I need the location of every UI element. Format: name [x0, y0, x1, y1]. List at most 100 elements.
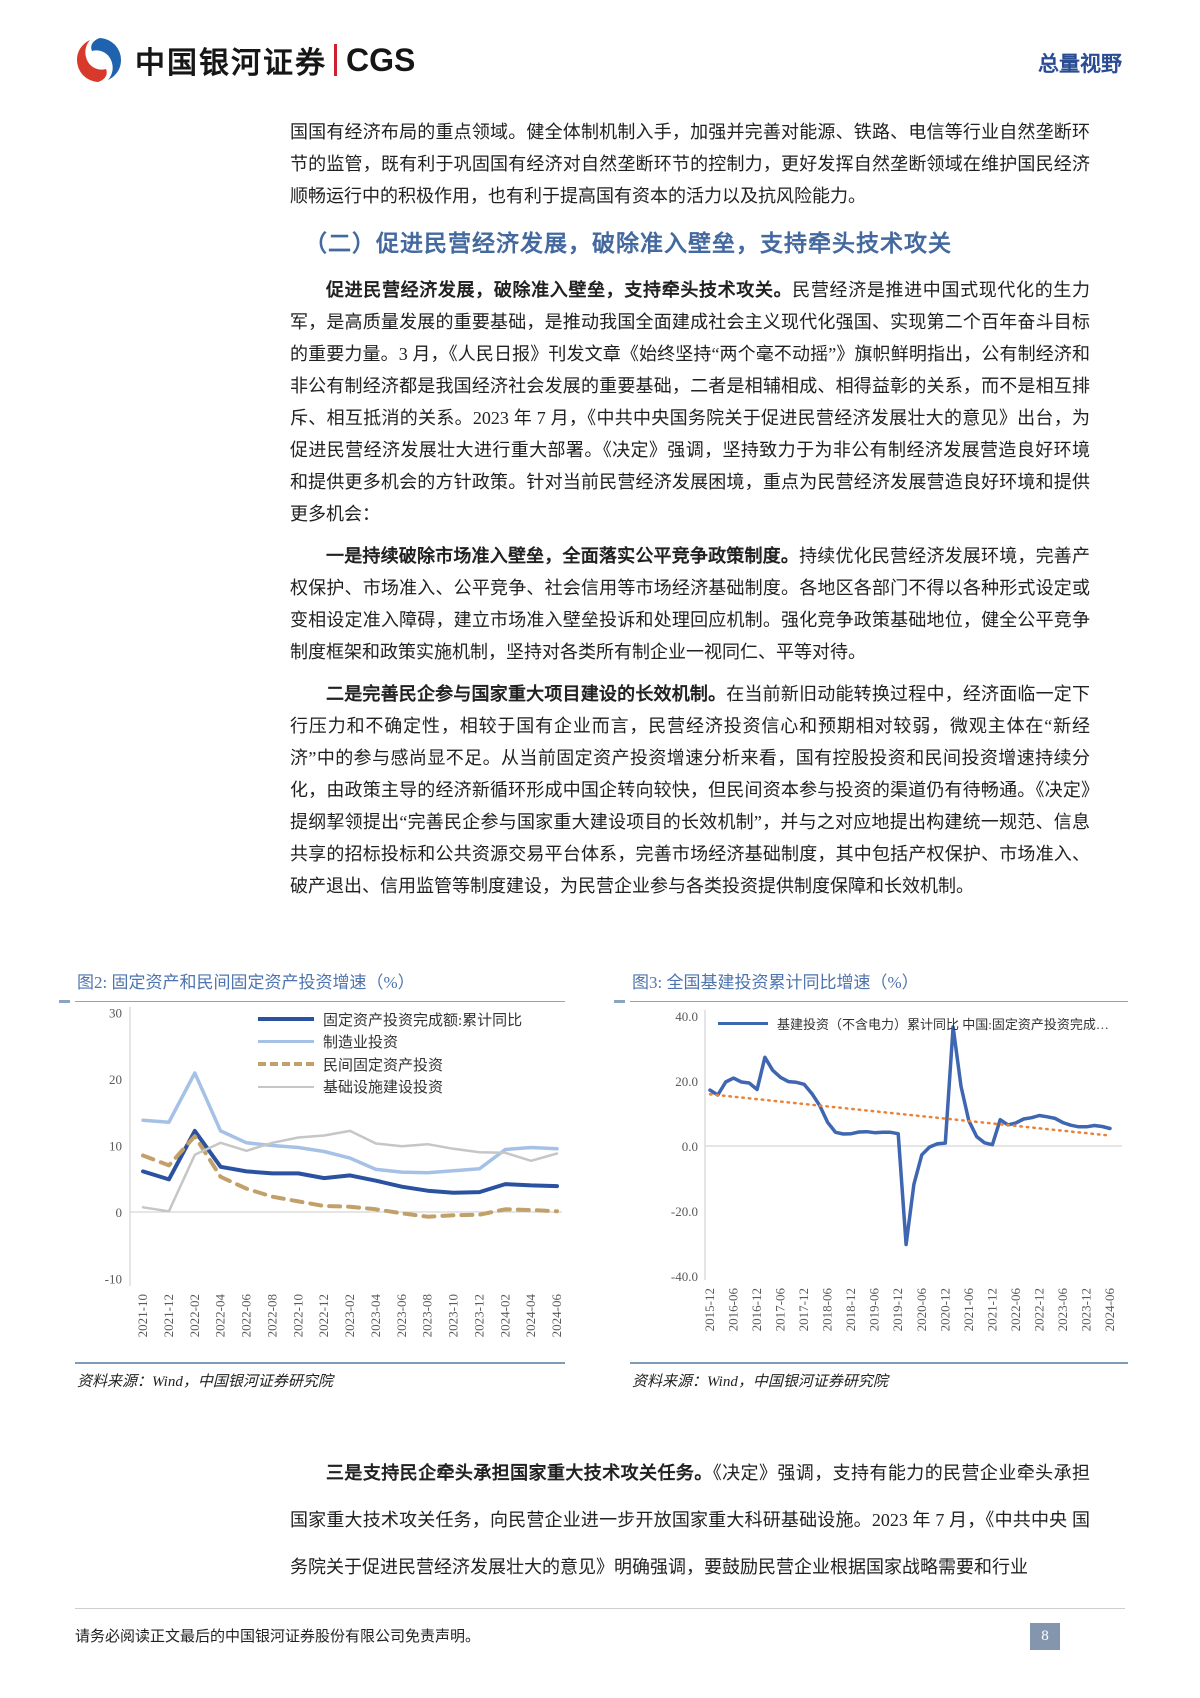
figure-2-title: 图2: 固定资产和民间固定资产投资增速（%） [77, 973, 415, 992]
legend-item: 制造业投资 [258, 1031, 522, 1054]
paragraph-lead: 一是持续破除市场准入壁垒，全面落实公平竞争政策制度。 [326, 546, 800, 566]
y-axis-tick-label: 10 [109, 1139, 122, 1154]
title-rule-stub [59, 1000, 70, 1003]
brand: 中国银河证券 CGS [75, 36, 415, 84]
x-axis-tick-label: 2024-02 [497, 1294, 512, 1337]
y-axis-tick-label: 20.0 [675, 1074, 698, 1089]
chart-series-line [708, 1093, 1112, 1137]
chart-series-line [708, 1025, 1112, 1247]
paragraph-text: 持续优化民营经济发展环境，完善产权保护、市场准入、公平竞争、社会信用等市场经济基… [290, 546, 1091, 662]
paragraph-text: 《决定》强调，支持有能力的民营企业牵头承担国家重大技术攻关任务，向民营企业进一步… [290, 1463, 1091, 1577]
legend-swatch [258, 1040, 314, 1044]
brand-name-cn: 中国银河证券 [135, 47, 327, 80]
galaxy-logo-icon [76, 38, 122, 82]
x-axis-tick-label: 2024-06 [549, 1294, 564, 1338]
legend-label: 基建投资（不含电力）累计同比 中国:固定资产投资完成… [777, 1016, 1109, 1032]
x-axis-tick-label: 2021-10 [135, 1294, 150, 1337]
x-axis-tick-label: 2017-12 [796, 1288, 811, 1331]
paragraph-text: 民营经济是推进中国式现代化的生力军，是高质量发展的重要基础，是推动我国全面建成社… [290, 280, 1090, 524]
report-topic-label: 总量视野 [1038, 52, 1122, 76]
x-axis-tick-label: 2023-06 [1055, 1288, 1070, 1332]
x-axis-tick-label: 2018-12 [843, 1288, 858, 1331]
closing-text: 三是支持民企牵头承担国家重大技术攻关任务。《决定》强调，支持有能力的民营企业牵头… [290, 1450, 1090, 1591]
y-axis-tick-label: 30 [109, 1006, 122, 1021]
x-axis-tick-label: 2024-04 [523, 1294, 538, 1338]
legend-swatch [718, 1021, 768, 1025]
paragraph-lead: 二是完善民企参与国家重大项目建设的长效机制。 [326, 684, 727, 704]
body-text: 国国有经济布局的重点领域。健全体制机制入手，加强并完善对能源、铁路、电信等行业自… [290, 116, 1090, 912]
x-axis-tick-label: 2016-12 [749, 1288, 764, 1331]
figure-2: 图2: 固定资产和民间固定资产投资增速（%） 30 20 10 0 -10 2021-10… [59, 966, 565, 1391]
x-axis-tick-label: 2019-06 [867, 1288, 882, 1332]
x-axis-tick-label: 2022-06 [239, 1294, 254, 1338]
source-note: 资料来源：Wind，中国银河证券研究院 [77, 1374, 333, 1390]
figure-3-legend: 基建投资（不含电力）累计同比 中国:固定资产投资完成… [718, 1012, 1109, 1035]
paragraph-lead: 三是支持民企牵头承担国家重大技术攻关任务。 [326, 1463, 713, 1483]
disclaimer-text: 请务必阅读正文最后的中国银河证券股份有限公司免责声明。 [75, 1629, 481, 1645]
figure-3-source-row: 资料来源：Wind，中国银河证券研究院 [630, 1362, 1128, 1391]
figure-3-title: 图3: 全国基建投资累计同比增速（%） [632, 973, 919, 992]
chart-series-line [141, 1071, 559, 1175]
title-rule-stub [614, 1000, 625, 1003]
legend-item: 基建投资（不含电力）累计同比 中国:固定资产投资完成… [718, 1012, 1109, 1035]
x-axis-tick-label: 2023-10 [446, 1294, 461, 1337]
legend-label: 制造业投资 [323, 1035, 399, 1052]
x-axis-tick-label: 2023-12 [471, 1294, 486, 1337]
y-axis-tick-label: 0.0 [682, 1139, 698, 1154]
figure-2-title-row: 图2: 固定资产和民间固定资产投资增速（%） [59, 966, 565, 1003]
paragraph-continued: 国国有经济布局的重点领域。健全体制机制入手，加强并完善对能源、铁路、电信等行业自… [290, 122, 1090, 206]
section-heading: （二）促进民营经济发展，破除准入壁垒，支持牵头技术攻关 [304, 231, 952, 256]
paragraph: 三是支持民企牵头承担国家重大技术攻关任务。《决定》强调，支持有能力的民营企业牵头… [290, 1450, 1090, 1591]
brand-name-en: CGS [346, 41, 416, 78]
x-axis-tick-label: 2023-04 [368, 1294, 383, 1338]
x-axis-tick-label: 2016-06 [726, 1288, 741, 1332]
brand-divider [334, 44, 337, 76]
paragraph: 一是持续破除市场准入壁垒，全面落实公平竞争政策制度。持续优化民营经济发展环境，完… [290, 540, 1090, 668]
y-axis-tick-label: 40.0 [675, 1009, 698, 1024]
source-note: 资料来源：Wind，中国银河证券研究院 [632, 1374, 888, 1390]
legend-item: 固定资产投资完成额:累计同比 [258, 1008, 522, 1031]
x-axis-tick-label: 2024-06 [1102, 1288, 1117, 1332]
figure-2-legend: 固定资产投资完成额:累计同比 制造业投资 民间固定资产投资 基础设施建设投资 [258, 1008, 522, 1098]
y-axis-tick-label: -40.0 [671, 1269, 698, 1284]
x-axis-tick-label: 2021-12 [161, 1294, 176, 1337]
chart-series-line [141, 1134, 559, 1219]
x-axis-tick-label: 2022-10 [290, 1294, 305, 1337]
x-axis-tick-label: 2020-12 [937, 1288, 952, 1331]
x-axis-tick-label: 2015-12 [702, 1288, 717, 1331]
figure-2-chart-area: 30 20 10 0 -10 2021-10 2021-12 2022-02 2022-04 20… [75, 1002, 565, 1362]
legend-label: 固定资产投资完成额:累计同比 [323, 1012, 523, 1029]
legend-swatch [258, 1085, 314, 1088]
x-axis-tick-label: 2022-12 [1031, 1288, 1046, 1331]
chart-series-line [141, 1129, 559, 1213]
y-axis-tick-label: -20.0 [671, 1204, 698, 1219]
x-axis-tick-label: 2018-06 [820, 1288, 835, 1332]
x-axis-tick-label: 2022-04 [213, 1294, 228, 1338]
paragraph-text: 在当前新旧动能转换过程中，经济面临一定下行压力和不确定性，相较于国有企业而言，民… [290, 684, 1091, 896]
x-axis-tick-label: 2023-12 [1078, 1288, 1093, 1331]
legend-swatch [258, 1062, 314, 1067]
chart-series-line [141, 1128, 559, 1195]
legend-swatch [258, 1017, 314, 1022]
line-chart-infrastructure-investment: 40.0 20.0 0.0 -20.0 -40.0 2015-12 2016-06 2016-… [671, 1009, 1122, 1332]
figure-3: 图3: 全国基建投资累计同比增速（%） 40.0 20.0 0.0 -20.0 -40.… [614, 966, 1128, 1391]
paragraph-lead: 促进民营经济发展，破除准入壁垒，支持牵头技术攻关。 [326, 280, 793, 300]
x-axis-tick-label: 2022-12 [316, 1294, 331, 1337]
x-axis-tick-label: 2023-06 [394, 1294, 409, 1338]
legend-item: 基础设施建设投资 [258, 1076, 522, 1099]
legend-label: 基础设施建设投资 [323, 1080, 444, 1097]
page-header: 中国银河证券 CGS 总量视野 [75, 36, 1122, 84]
page-footer: 请务必阅读正文最后的中国银河证券股份有限公司免责声明。 8 [75, 1608, 1125, 1650]
y-axis-tick-label: -10 [105, 1272, 122, 1287]
x-axis-tick-label: 2023-08 [420, 1294, 435, 1337]
x-axis-tick-label: 2022-06 [1008, 1288, 1023, 1332]
x-axis-tick-label: 2023-02 [342, 1294, 357, 1337]
x-axis-tick-label: 2022-02 [187, 1294, 202, 1337]
paragraph: 二是完善民企参与国家重大项目建设的长效机制。在当前新旧动能转换过程中，经济面临一… [290, 678, 1090, 902]
figure-3-title-row: 图3: 全国基建投资累计同比增速（%） [614, 966, 1128, 1003]
x-axis-tick-label: 2017-06 [773, 1288, 788, 1332]
x-axis-tick-label: 2019-12 [890, 1288, 905, 1331]
x-axis-tick-label: 2022-08 [264, 1294, 279, 1337]
y-axis-tick-label: 0 [116, 1205, 123, 1220]
